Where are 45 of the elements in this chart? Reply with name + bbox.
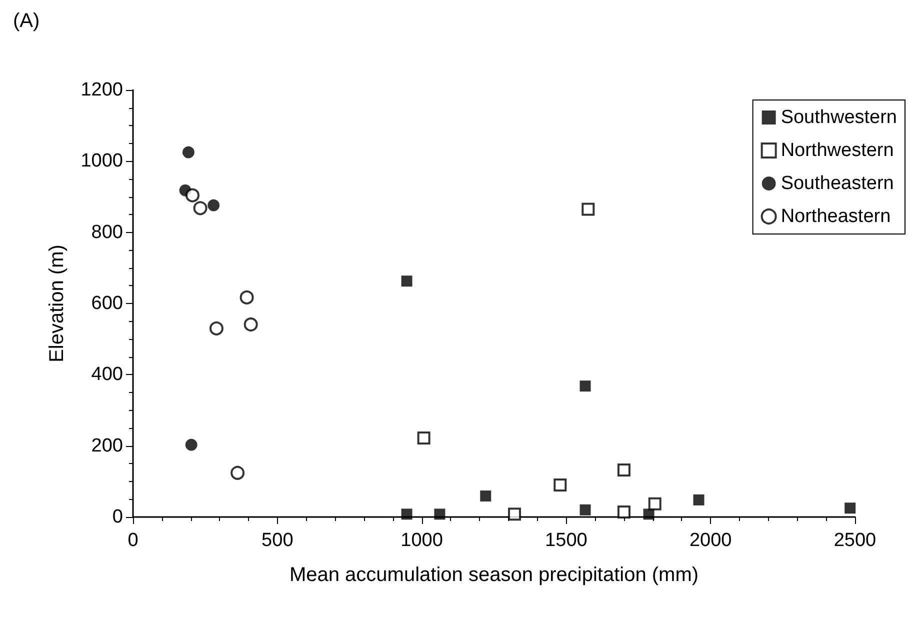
x-tick-label: 2500 <box>834 530 876 551</box>
legend-label: Northeastern <box>780 206 891 227</box>
point <box>580 380 591 392</box>
y-axis-title: Elevation (m) <box>46 244 68 362</box>
x-tick-label: 0 <box>128 530 138 551</box>
point <box>844 502 856 514</box>
point <box>643 508 654 520</box>
y-tick-label: 200 <box>91 435 123 456</box>
legend-label: Southeastern <box>780 173 894 194</box>
point <box>580 504 591 516</box>
x-tick-label: 1000 <box>400 530 443 551</box>
point <box>401 508 412 520</box>
y-tick-label: 1000 <box>80 150 123 172</box>
point <box>434 508 446 520</box>
point <box>582 202 595 216</box>
x-tick-label: 1500 <box>545 530 588 551</box>
point <box>240 290 254 304</box>
point <box>208 199 220 212</box>
point <box>617 506 630 519</box>
y-tick-label: 1200 <box>80 80 123 100</box>
point <box>186 188 200 202</box>
point <box>508 508 522 521</box>
legend-label: Southwestern <box>780 107 898 128</box>
point <box>230 466 245 480</box>
point <box>244 317 258 332</box>
y-tick-label: 0 <box>112 506 123 528</box>
x-axis-title: Mean accumulation season precipitation (mm) <box>289 564 699 586</box>
point <box>185 438 198 451</box>
legend-label: Northwestern <box>780 140 894 161</box>
point <box>182 146 194 158</box>
point <box>209 321 224 336</box>
y-tick-label: 600 <box>91 293 123 314</box>
point <box>417 432 430 445</box>
point <box>401 276 412 287</box>
point <box>617 464 630 477</box>
chart-title: (A) <box>13 10 40 32</box>
y-tick-label: 800 <box>91 222 123 243</box>
point <box>693 494 704 506</box>
point <box>554 478 567 492</box>
point <box>648 497 662 510</box>
point <box>193 201 208 216</box>
y-tick-label: 400 <box>91 364 123 386</box>
point <box>480 490 492 502</box>
x-tick-label: 2000 <box>689 530 732 551</box>
x-tick-label: 500 <box>262 530 294 551</box>
